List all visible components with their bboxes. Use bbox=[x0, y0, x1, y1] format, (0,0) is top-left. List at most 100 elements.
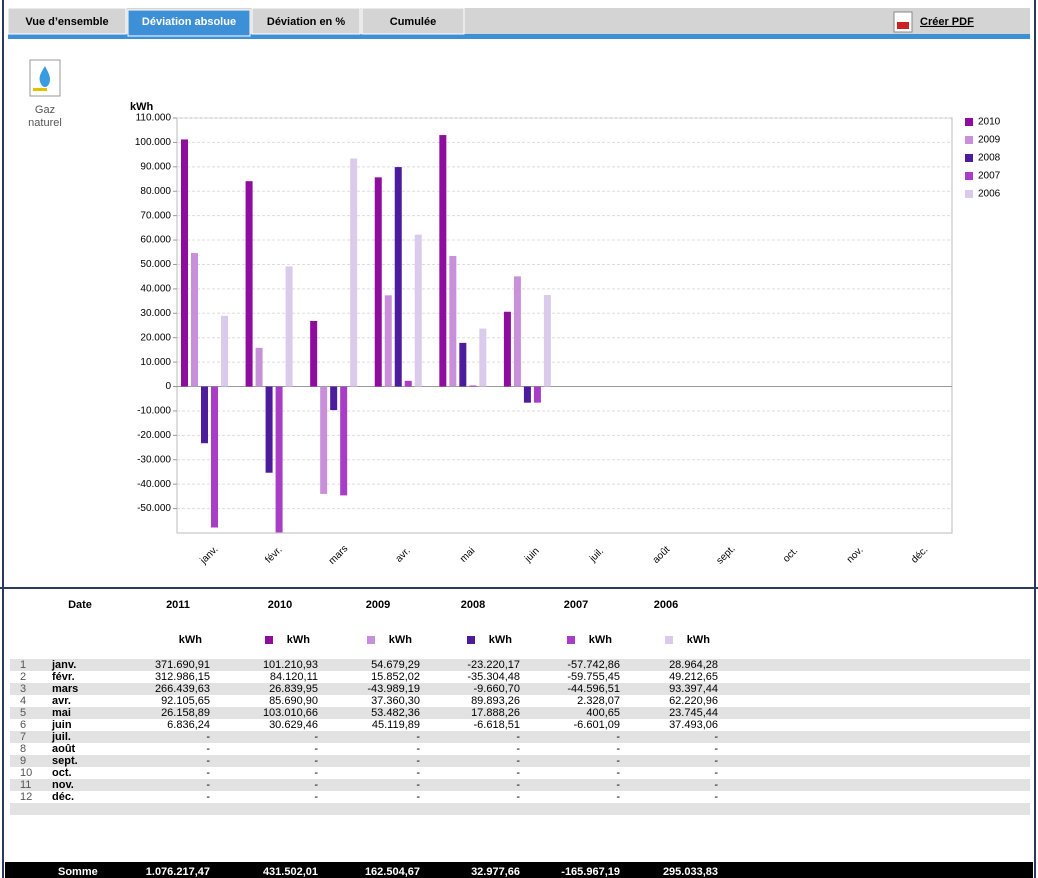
legend-label: 2009 bbox=[978, 135, 1001, 146]
row-month: avr. bbox=[52, 695, 71, 707]
bar bbox=[211, 386, 218, 528]
total-cell: 162.504,67 bbox=[365, 866, 420, 878]
tab[interactable] bbox=[127, 9, 251, 37]
cell: - bbox=[714, 791, 718, 803]
cell: 400,65 bbox=[586, 707, 620, 719]
bar bbox=[340, 386, 348, 496]
bar bbox=[181, 139, 188, 387]
tab[interactable] bbox=[251, 7, 361, 35]
cell: - bbox=[516, 791, 520, 803]
tab-underline bbox=[8, 34, 1030, 39]
cell: - bbox=[314, 731, 318, 743]
total-cell: 32.977,66 bbox=[471, 866, 520, 878]
bar bbox=[221, 315, 228, 387]
cell: - bbox=[714, 755, 718, 767]
tab-label[interactable]: Déviation absolue bbox=[142, 16, 236, 28]
bar bbox=[404, 380, 412, 387]
cell: 266.439,63 bbox=[155, 683, 210, 695]
cell: - bbox=[314, 791, 318, 803]
row-month: févr. bbox=[52, 671, 75, 683]
cell: 85.690,90 bbox=[269, 695, 318, 707]
flame bbox=[39, 66, 51, 87]
cell: -43.989,19 bbox=[367, 683, 420, 695]
y-tick-label: 0 bbox=[165, 381, 171, 392]
tab-label[interactable]: Déviation en % bbox=[267, 16, 345, 28]
bar bbox=[513, 276, 521, 387]
y-tick-label: 70.000 bbox=[140, 210, 171, 221]
cell: - bbox=[616, 743, 620, 755]
bar bbox=[394, 167, 402, 387]
cell: - bbox=[714, 779, 718, 791]
bar bbox=[245, 181, 253, 387]
cell: - bbox=[206, 791, 210, 803]
y-tick-label: -40.000 bbox=[137, 479, 171, 490]
cell: -44.596,51 bbox=[567, 683, 620, 695]
row-index: 8 bbox=[20, 743, 26, 755]
row-index: 10 bbox=[20, 767, 32, 779]
y-tick-label: -50.000 bbox=[137, 503, 171, 514]
cell: - bbox=[314, 767, 318, 779]
legend-swatch bbox=[965, 136, 973, 144]
unit-label: kWh bbox=[389, 634, 413, 646]
cell: 54.679,29 bbox=[371, 659, 420, 671]
pdf-link[interactable]: Créer PDF bbox=[920, 16, 974, 28]
bar bbox=[523, 386, 531, 403]
tab[interactable] bbox=[7, 7, 127, 35]
y-axis-label: kWh bbox=[130, 101, 154, 113]
y-tick-label: 40.000 bbox=[140, 284, 171, 295]
legend-label: 2008 bbox=[978, 153, 1001, 164]
bar bbox=[350, 158, 358, 387]
cell: -6.618,51 bbox=[474, 719, 520, 731]
column-header: 2008 bbox=[461, 599, 485, 611]
cell: - bbox=[206, 779, 210, 791]
legend-swatch bbox=[965, 190, 973, 198]
cell: - bbox=[616, 779, 620, 791]
row-index: 5 bbox=[20, 707, 26, 719]
row-month: janv. bbox=[51, 659, 76, 671]
tab-label[interactable]: Cumulée bbox=[390, 16, 436, 28]
cell: - bbox=[416, 755, 420, 767]
row-shade bbox=[10, 779, 1030, 791]
total-cell: 431.502,01 bbox=[263, 866, 318, 878]
cell: 26.839,95 bbox=[269, 683, 318, 695]
row-index: 9 bbox=[20, 755, 26, 767]
bar bbox=[503, 311, 511, 387]
row-month: mars bbox=[52, 683, 78, 695]
bar bbox=[275, 386, 283, 533]
cell: - bbox=[616, 791, 620, 803]
row-index: 7 bbox=[20, 731, 26, 743]
unit-label: kWh bbox=[589, 634, 613, 646]
cell: 92.105,65 bbox=[161, 695, 210, 707]
row-shade bbox=[10, 707, 1030, 719]
cell: 49.212,65 bbox=[669, 671, 718, 683]
tab[interactable] bbox=[361, 7, 465, 35]
unit-swatch bbox=[567, 636, 575, 644]
bar bbox=[285, 266, 293, 387]
bar bbox=[310, 321, 318, 387]
total-cell: 295.033,83 bbox=[663, 866, 718, 878]
cell: - bbox=[516, 755, 520, 767]
cell: 101.210,93 bbox=[263, 659, 318, 671]
row-index: 11 bbox=[20, 779, 31, 791]
cell: - bbox=[416, 791, 420, 803]
cell: 93.397,44 bbox=[669, 683, 718, 695]
cell: 2.328,07 bbox=[577, 695, 620, 707]
bar bbox=[543, 295, 551, 387]
row-index: 12 bbox=[20, 791, 32, 803]
cell: 371.690,91 bbox=[155, 659, 210, 671]
column-header: 2009 bbox=[366, 599, 390, 611]
cell: -35.304,48 bbox=[467, 671, 520, 683]
tab-label[interactable]: Vue d’ensemble bbox=[25, 16, 108, 28]
row-month: déc. bbox=[52, 791, 74, 803]
cell: 6.836,24 bbox=[167, 719, 210, 731]
y-tick-label: 90.000 bbox=[140, 161, 171, 172]
cell: 17.888,26 bbox=[471, 707, 520, 719]
total-label: Somme bbox=[58, 866, 98, 878]
cell: - bbox=[314, 743, 318, 755]
bar bbox=[255, 347, 263, 387]
row-shade bbox=[10, 731, 1030, 743]
cell: -23.220,17 bbox=[467, 659, 520, 671]
legend-swatch bbox=[965, 172, 973, 180]
row-index: 2 bbox=[20, 671, 26, 683]
cell: 23.745,44 bbox=[669, 707, 718, 719]
